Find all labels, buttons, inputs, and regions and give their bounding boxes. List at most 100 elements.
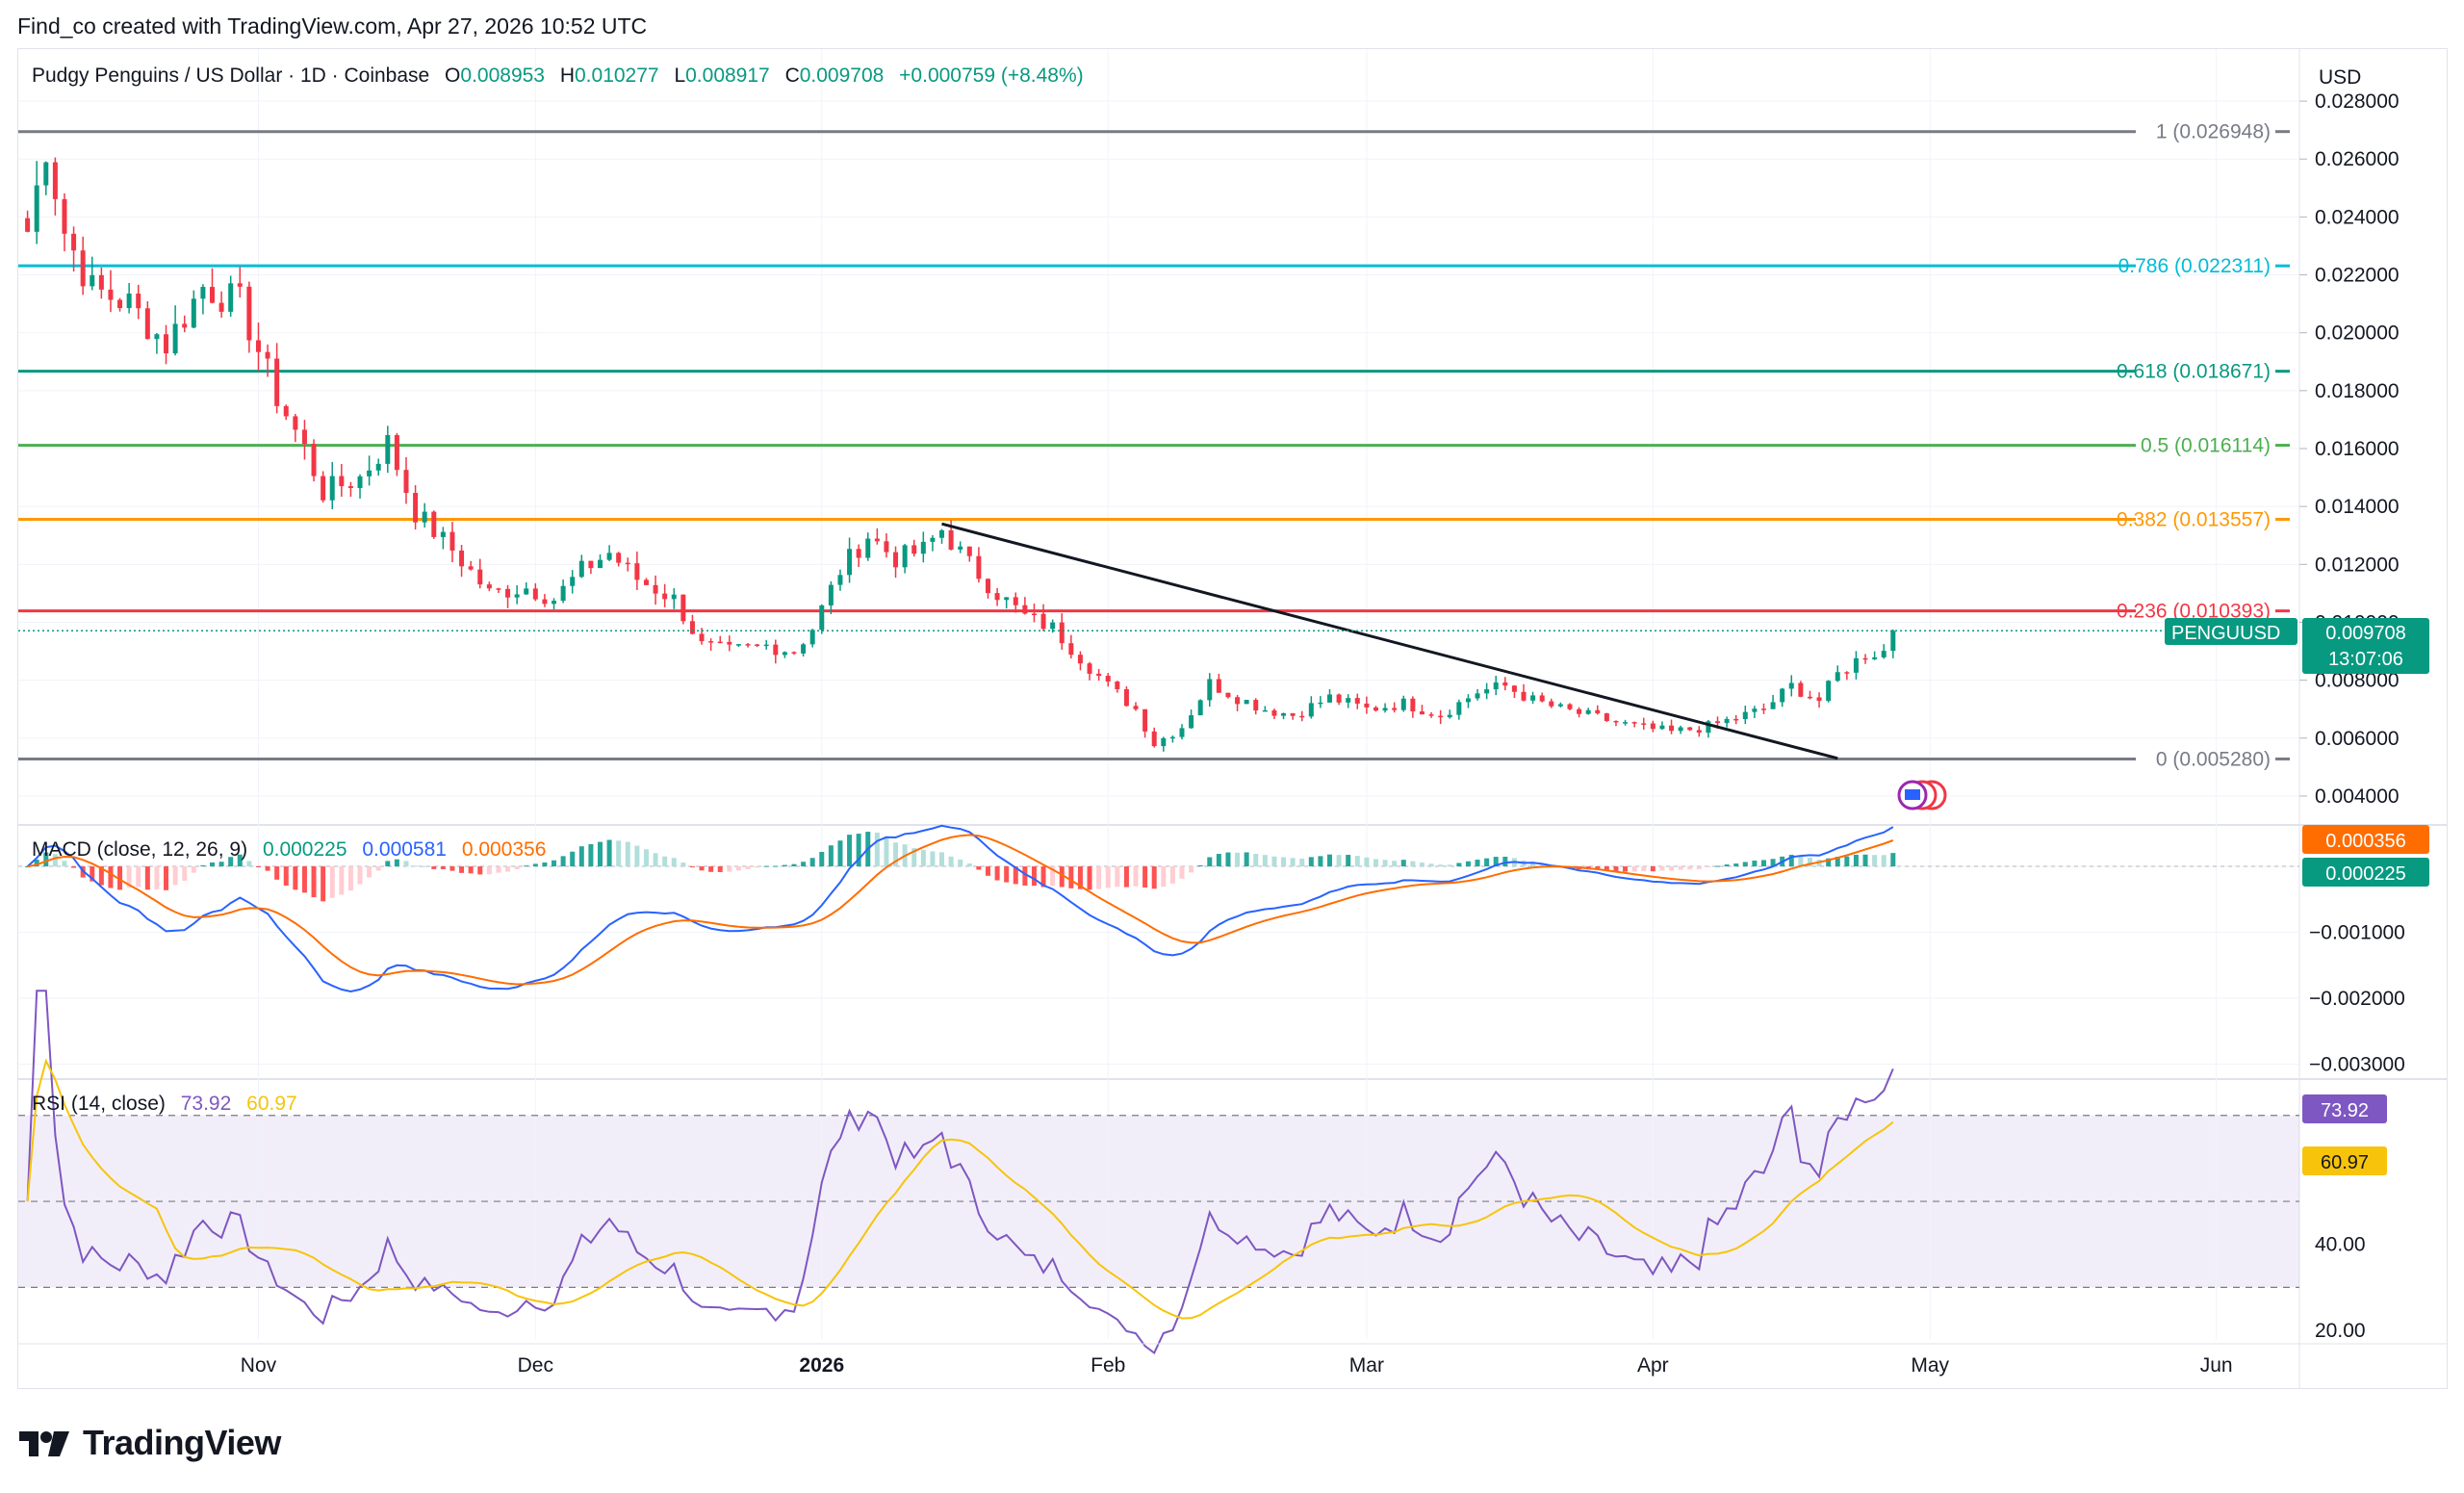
candle: [1456, 702, 1462, 715]
macd-hist-value: 0.000225: [263, 838, 347, 861]
candle: [1706, 721, 1711, 734]
macd-histogram-bar: [347, 866, 353, 891]
fib-label: 0.5 (0.016114): [2141, 435, 2271, 457]
fib-label: 0 (0.005280): [2156, 748, 2271, 770]
macd-histogram-bar: [1105, 866, 1111, 888]
candle: [1327, 694, 1333, 703]
macd-histogram-bar: [1087, 866, 1092, 890]
time-label: Feb: [1091, 1354, 1125, 1377]
macd-histogram-bar: [708, 866, 714, 872]
chart-canvas[interactable]: 1 (0.026948) 0.786 (0.022311) 0.618 (0.018…: [18, 49, 2447, 1388]
macd-histogram-bar: [1216, 854, 1221, 867]
macd-signal-line: [27, 834, 1894, 986]
candle: [90, 274, 95, 287]
candle: [1077, 655, 1083, 664]
price-tag-value: 0.009708: [2325, 623, 2405, 644]
candle: [1844, 672, 1850, 674]
macd-histogram-bar: [255, 866, 261, 868]
candle: [394, 435, 399, 471]
candle: [1872, 656, 1878, 659]
macd-histogram-bar: [1410, 861, 1416, 867]
time-label: Apr: [1637, 1354, 1669, 1377]
candle: [1557, 704, 1563, 707]
high-value: 0.010277: [575, 64, 659, 87]
candle: [486, 584, 492, 589]
macd-histogram-bar: [966, 863, 972, 867]
macd-histogram-bar: [680, 862, 686, 867]
macd-histogram-bar: [505, 866, 511, 872]
candle: [108, 289, 114, 300]
macd-histogram-bar: [662, 856, 668, 867]
candle: [283, 405, 289, 417]
candle: [1539, 695, 1545, 702]
candle: [1585, 709, 1591, 714]
macd-histogram-bar: [108, 866, 114, 888]
macd-histogram-bar: [228, 857, 234, 867]
macd-histogram-bar: [763, 865, 769, 867]
time-label: Dec: [518, 1354, 553, 1377]
candle: [413, 493, 419, 523]
candle: [597, 559, 603, 569]
macd-histogram-bar: [948, 856, 954, 867]
ohlc-legend: Pudgy Penguins / US Dollar · 1D · Coinba…: [32, 64, 1084, 87]
candle: [218, 302, 224, 312]
macd-histogram-bar: [1438, 864, 1444, 867]
macd-histogram-bar: [449, 866, 455, 871]
macd-histogram-bar: [1077, 866, 1083, 889]
tradingview-logo[interactable]: TradingView: [17, 1423, 281, 1463]
macd-histogram-bar: [578, 846, 584, 867]
rsi-tags: 73.92 60.97: [2302, 1094, 2387, 1175]
candle: [616, 553, 622, 563]
macd-histogram-bar: [1281, 857, 1287, 867]
macd-histogram-bar: [1742, 862, 1748, 867]
candle: [209, 287, 215, 303]
macd-histogram-bar: [136, 866, 141, 888]
candle: [1087, 663, 1092, 674]
currency-label[interactable]: USD: [2319, 66, 2361, 89]
macd-histogram-bar: [1890, 853, 1896, 867]
candle: [311, 444, 317, 476]
candle: [560, 585, 566, 602]
macd-histogram-bar: [782, 864, 787, 867]
candle: [34, 185, 39, 232]
chart-header: Find_co created with TradingView.com, Ap…: [17, 13, 648, 39]
candle: [634, 563, 640, 580]
candle: [1022, 605, 1028, 614]
candle: [948, 529, 954, 550]
macd-histogram-bar: [1502, 856, 1508, 867]
macd-histogram-bar: [1715, 865, 1721, 867]
macd-histogram-bar: [920, 849, 926, 867]
candle: [1382, 708, 1388, 711]
macd-histogram-bar: [1687, 866, 1693, 870]
open-value: 0.008953: [460, 64, 545, 87]
trendline[interactable]: [941, 522, 1838, 760]
candle: [1271, 709, 1277, 716]
macd-histogram-bar: [976, 866, 982, 870]
candle: [966, 546, 972, 556]
candle: [874, 538, 880, 542]
candle: [1447, 714, 1452, 718]
events-icon[interactable]: [1897, 780, 1947, 811]
macd-histogram-bar: [532, 863, 538, 867]
candle: [828, 584, 834, 605]
macd-histogram-bar: [191, 866, 196, 873]
macd-signal-tag: 0.000356: [2325, 831, 2405, 852]
time-label: Jun: [2200, 1354, 2233, 1377]
candle: [329, 476, 335, 501]
macd-histogram-bar: [43, 852, 49, 867]
macd-histogram-bar: [1807, 858, 1812, 867]
rsi-ma-tag: 60.97: [2321, 1152, 2369, 1173]
candle: [367, 470, 372, 476]
macd-histogram-bar: [773, 865, 779, 867]
candle: [801, 644, 807, 654]
macd-histogram-bar: [689, 866, 695, 868]
candle: [1428, 714, 1434, 716]
macd-histogram-bar: [1678, 866, 1683, 870]
candle: [274, 358, 280, 406]
candle: [902, 545, 908, 568]
macd-histogram-bar: [828, 845, 834, 867]
rsi-tick-label: 40.00: [2315, 1234, 2366, 1256]
candle: [1604, 713, 1609, 721]
grid: [18, 49, 2299, 1339]
macd-histogram-bar: [1419, 862, 1424, 867]
